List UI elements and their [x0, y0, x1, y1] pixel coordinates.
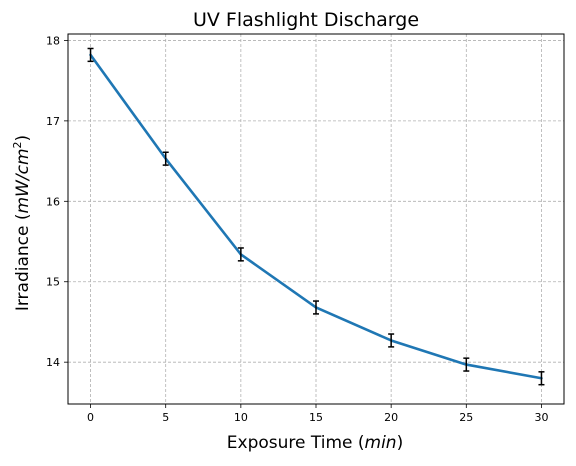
x-tick-label: 5	[162, 411, 169, 424]
grid-lines	[68, 34, 564, 404]
error-bar	[538, 371, 545, 386]
x-tick-label: 15	[309, 411, 323, 424]
x-axis-label: Exposure Time (min)	[227, 433, 403, 453]
error-bar	[463, 357, 470, 372]
x-tick-label: 0	[87, 411, 94, 424]
y-tick-label: 18	[46, 34, 60, 47]
error-bars	[87, 47, 545, 386]
x-axis-ticks: 0 5 10 15 20 25 30	[87, 404, 548, 424]
y-tick-label: 14	[46, 356, 60, 369]
error-bar	[87, 47, 94, 63]
error-bar	[162, 151, 169, 166]
y-tick-label: 17	[46, 115, 60, 128]
x-tick-label: 30	[534, 411, 548, 424]
y-tick-label: 15	[46, 276, 60, 289]
y-axis-label: Irradiance (mW/cm2)	[11, 135, 33, 311]
plot-frame	[67, 33, 565, 405]
error-bar	[388, 333, 395, 348]
x-tick-label: 10	[234, 411, 248, 424]
error-bar	[237, 247, 244, 262]
y-axis-ticks: 14 15 16 17 18	[46, 34, 68, 369]
y-tick-label: 16	[46, 195, 60, 208]
chart-title: UV Flashlight Discharge	[193, 9, 419, 31]
error-bar	[313, 300, 319, 315]
x-tick-label: 25	[459, 411, 473, 424]
x-tick-label: 20	[384, 411, 398, 424]
